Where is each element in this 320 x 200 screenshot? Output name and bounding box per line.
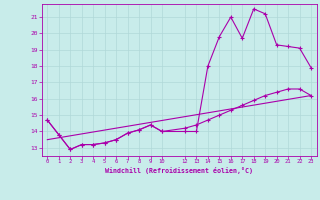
X-axis label: Windchill (Refroidissement éolien,°C): Windchill (Refroidissement éolien,°C): [105, 167, 253, 174]
